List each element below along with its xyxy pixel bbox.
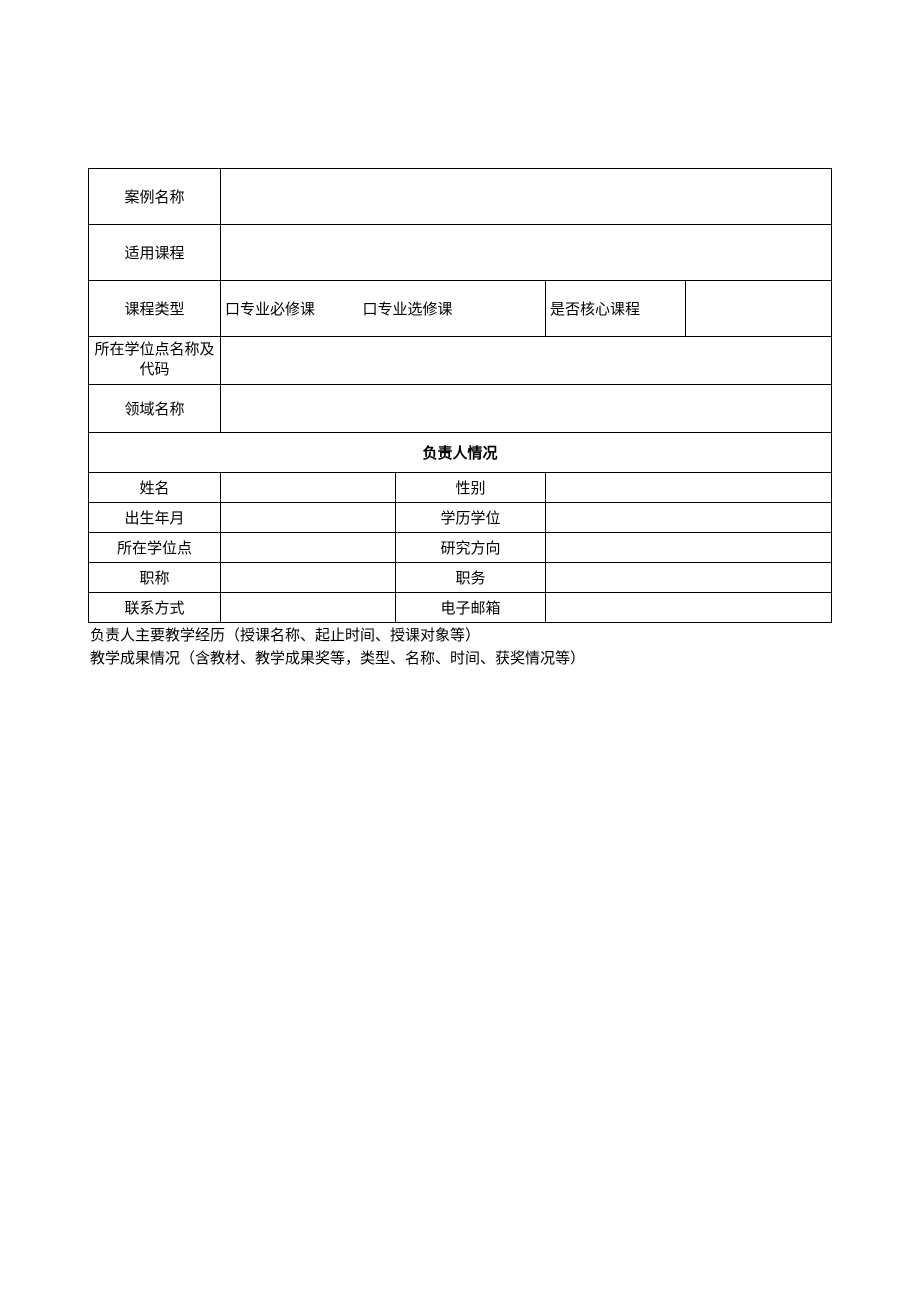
education-label: 学历学位 [396,503,546,533]
note-line-2: 教学成果情况（含教材、教学成果奖等，类型、名称、时间、获奖情况等） [90,648,832,671]
degree-point-short-value[interactable] [221,533,396,563]
title-label: 职称 [89,563,221,593]
position-value[interactable] [546,563,832,593]
course-type-options[interactable]: 口专业必修课 口专业选修课 [221,281,546,337]
note-line-1: 负责人主要教学经历（授课名称、起止时间、授课对象等） [90,625,832,648]
is-core-course-value[interactable] [686,281,832,337]
section-header: 负责人情况 [89,433,832,473]
birth-date-value[interactable] [221,503,396,533]
gender-value[interactable] [546,473,832,503]
education-value[interactable] [546,503,832,533]
checkbox-required[interactable]: 口专业必修课 [225,302,315,318]
contact-value[interactable] [221,593,396,623]
course-type-label: 课程类型 [89,281,221,337]
email-value[interactable] [546,593,832,623]
checkbox-elective[interactable]: 口专业选修课 [363,302,453,318]
case-name-value[interactable] [221,169,832,225]
degree-point-value[interactable] [221,337,832,385]
domain-name-value[interactable] [221,385,832,433]
is-core-course-label: 是否核心课程 [546,281,686,337]
research-direction-label: 研究方向 [396,533,546,563]
degree-point-short-label: 所在学位点 [89,533,221,563]
degree-point-label: 所在学位点名称及代码 [89,337,221,385]
email-label: 电子邮箱 [396,593,546,623]
contact-label: 联系方式 [89,593,221,623]
birth-date-label: 出生年月 [89,503,221,533]
domain-name-label: 领域名称 [89,385,221,433]
name-label: 姓名 [89,473,221,503]
notes-section: 负责人主要教学经历（授课名称、起止时间、授课对象等） 教学成果情况（含教材、教学… [88,625,832,670]
case-name-label: 案例名称 [89,169,221,225]
applicable-course-value[interactable] [221,225,832,281]
applicable-course-label: 适用课程 [89,225,221,281]
name-value[interactable] [221,473,396,503]
gender-label: 性别 [396,473,546,503]
research-direction-value[interactable] [546,533,832,563]
position-label: 职务 [396,563,546,593]
case-info-table: 案例名称 适用课程 课程类型 口专业必修课 口专业选修课 是否核心课程 所在学位… [88,168,832,623]
title-value[interactable] [221,563,396,593]
